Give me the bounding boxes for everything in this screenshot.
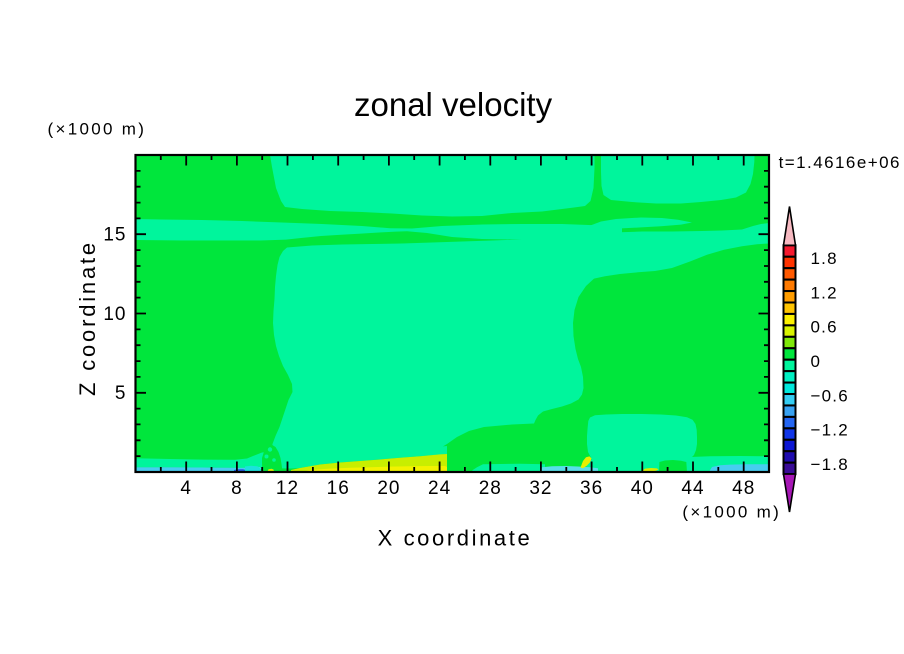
svg-text:(×1000 m): (×1000 m) (48, 119, 147, 138)
svg-text:zonal velocity: zonal velocity (354, 86, 553, 123)
svg-text:10: 10 (103, 304, 126, 325)
svg-text:1.2: 1.2 (811, 283, 838, 302)
svg-text:24: 24 (428, 478, 451, 499)
svg-text:48: 48 (732, 478, 755, 499)
svg-text:0: 0 (811, 352, 822, 371)
svg-text:−0.6: −0.6 (811, 386, 849, 405)
svg-text:Z coordinate: Z coordinate (75, 240, 100, 396)
svg-text:36: 36 (580, 478, 603, 499)
svg-text:4: 4 (180, 478, 192, 499)
svg-text:16: 16 (327, 478, 350, 499)
svg-text:0.6: 0.6 (811, 318, 838, 337)
svg-text:−1.2: −1.2 (811, 421, 849, 440)
svg-text:1.8: 1.8 (811, 249, 838, 268)
svg-text:28: 28 (479, 478, 502, 499)
svg-text:5: 5 (115, 383, 127, 404)
svg-text:−1.8: −1.8 (811, 455, 849, 474)
svg-text:44: 44 (681, 478, 704, 499)
svg-text:40: 40 (631, 478, 654, 499)
svg-text:X coordinate: X coordinate (378, 525, 533, 550)
svg-text:20: 20 (377, 478, 400, 499)
svg-text:t=1.4616e+06: t=1.4616e+06 (779, 153, 901, 172)
svg-text:(×1000 m): (×1000 m) (682, 503, 781, 522)
svg-text:12: 12 (276, 478, 299, 499)
svg-text:15: 15 (103, 225, 126, 246)
svg-text:8: 8 (231, 478, 243, 499)
svg-text:32: 32 (529, 478, 552, 499)
